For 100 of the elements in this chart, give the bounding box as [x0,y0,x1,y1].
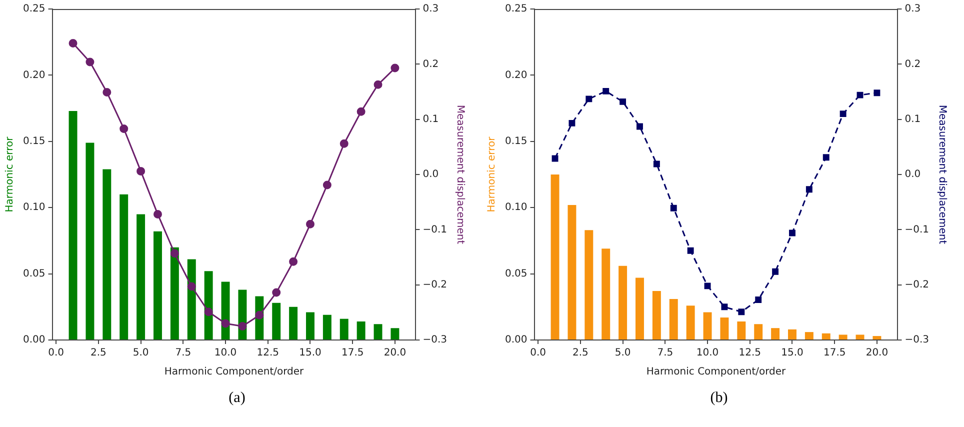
point [221,319,230,328]
point [306,220,314,228]
bar [322,314,332,340]
bar [68,110,78,340]
bar [356,321,366,340]
point [687,247,694,254]
x-axis-title: Harmonic Component/order [646,366,787,378]
bar [856,334,864,340]
x-tick-label: 7.5 [657,348,674,359]
bar [636,278,644,340]
point [772,268,779,275]
y2-tick-label: 0.2 [422,58,439,70]
y2-tick-label: −0.3 [904,334,930,346]
point [653,160,660,168]
bar [720,317,729,340]
point [840,110,846,118]
bar [804,332,814,340]
y-tick-label: 0.05 [505,268,528,280]
y-axis-title: Harmonic error [486,136,498,212]
y-tick-label: 0.00 [23,334,46,346]
bar [306,312,314,340]
point [806,186,812,193]
bar [136,214,146,340]
y2-tick-label: −0.2 [422,279,448,290]
x-tick-label: 12.5 [256,348,280,359]
bar [86,142,94,340]
x-tick-label: 17.5 [341,348,364,359]
point [738,308,745,316]
bar [618,266,628,340]
point [620,98,626,105]
bar [102,169,112,340]
y2-tick-label: 0.0 [904,169,921,180]
x-tick-label: 2.5 [90,348,106,359]
bar [788,329,796,340]
bar [703,312,712,340]
x-tick-label: 15.0 [299,348,322,359]
bar [374,324,382,340]
x-axis-title: Harmonic Component/order [164,366,305,378]
y2-tick-label: 0.1 [422,114,439,125]
point [636,123,643,130]
x-tick-label: 12.5 [738,348,762,359]
y-tick-label: 0.15 [23,136,46,147]
bar [602,248,610,340]
text: (b) [709,390,729,407]
bar [340,318,348,340]
point [356,107,366,116]
bar [838,334,848,340]
point [602,88,610,94]
point [822,154,830,161]
y-tick-label: 0.25 [505,4,528,15]
point [187,282,196,291]
point [568,120,576,126]
point [289,257,298,266]
y2-tick-label: −0.3 [422,334,448,346]
point [322,180,332,190]
y-tick-label: 0.00 [505,334,528,346]
point [204,308,213,316]
bar [754,324,763,340]
x-tick-label: 7.5 [175,348,192,359]
point [255,310,264,320]
point [374,80,382,89]
y2-tick-label: 0.3 [422,4,439,15]
point [586,96,592,102]
y-tick-label: 0.20 [23,70,46,81]
text: (a) [228,390,246,407]
y2-tick-label: −0.2 [904,279,930,290]
x-tick-label: 15.0 [781,348,804,359]
point [390,64,400,72]
bar [170,247,179,340]
point [755,296,762,303]
bar [272,302,281,340]
bar [872,336,882,340]
point [552,155,558,162]
y-tick-label: 0.20 [505,70,528,81]
x-tick-label: 2.5 [572,348,588,359]
x-tick-label: 20.0 [866,348,888,359]
point [272,288,281,297]
point [721,304,728,310]
y2-axis-title: Measurement displacement [454,104,466,244]
x-tick-label: 20.0 [384,348,406,359]
point [153,210,162,218]
x-tick-label: 5.0 [132,348,149,359]
bar [737,321,746,340]
y2-tick-label: 0.1 [904,114,921,125]
y-axis-title: Harmonic error [4,136,16,212]
x-tick-label: 10.0 [214,348,237,359]
point [704,282,711,290]
bar [584,230,594,340]
y2-axis-title: Measurement displacement [936,104,948,244]
x-tick-label: 10.0 [696,348,719,359]
point [340,139,348,148]
point [136,166,146,176]
bar [652,291,661,340]
x-tick-label: 0.0 [48,348,64,359]
y-tick-label: 0.10 [23,202,46,214]
bar [822,333,830,340]
point [68,38,78,48]
x-tick-label: 5.0 [614,348,631,359]
point [874,90,880,96]
bar [568,204,576,340]
